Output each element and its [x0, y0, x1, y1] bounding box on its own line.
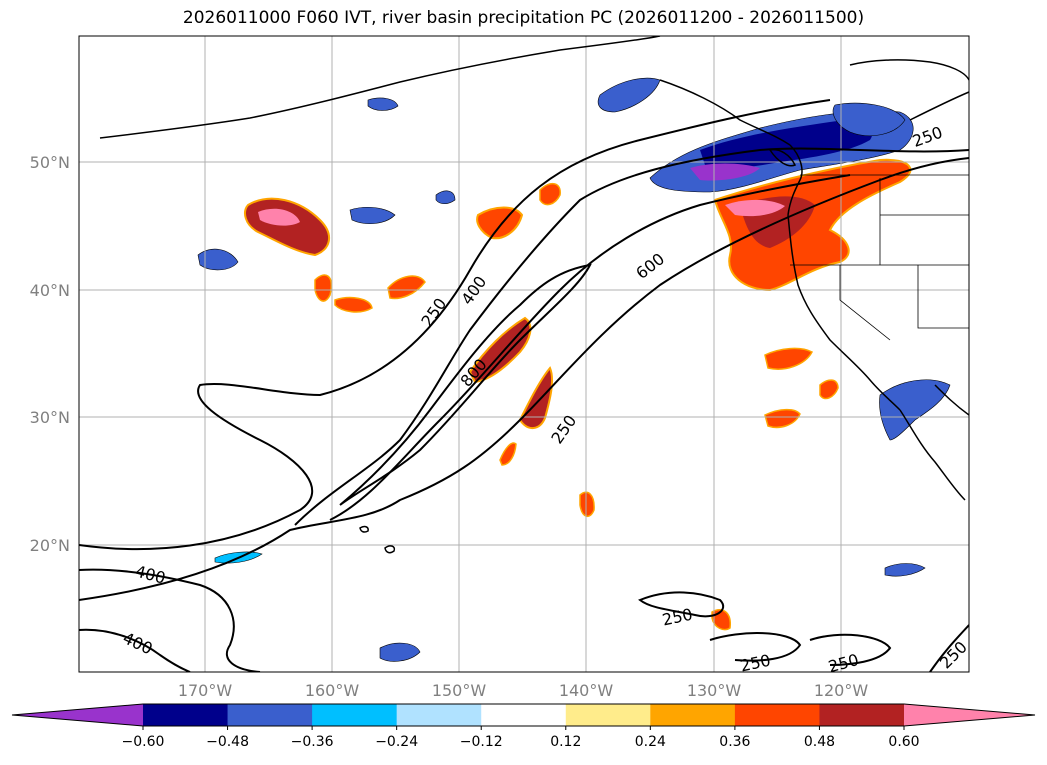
precip-blob-west-pacific-3: [334, 296, 373, 313]
ivt-contour-250-south: [79, 157, 969, 601]
contour-label: 250: [826, 650, 860, 676]
precip-blob-south-blue-1: [379, 642, 421, 662]
colorbar: −0.60 −0.48 −0.36 −0.24 −0.12 0.12 0.24 0.36 0.4…: [11, 703, 1036, 750]
colorbar-segment: [227, 704, 313, 726]
colorbar-segment: [312, 704, 398, 726]
precip-blob-blue-wp4: [435, 190, 456, 205]
lat-label: 20°N: [30, 536, 70, 555]
lon-label: 140°W: [559, 681, 614, 700]
precip-blob-blue-wp1: [197, 248, 239, 271]
precip-blob-mid-pacific-3: [499, 442, 517, 466]
colorbar-segment: [143, 704, 229, 726]
graticule: [79, 36, 969, 672]
ivt-contour-800: [339, 263, 592, 506]
colorbar-extend-min: [12, 704, 143, 726]
precip-blob-california: [713, 158, 912, 292]
precip-blob-west-pacific-4: [387, 275, 426, 300]
lat-label: 30°N: [30, 408, 70, 427]
political-borders: [790, 174, 969, 341]
ivt-contour-400-inner: [294, 147, 969, 526]
precip-blob-pnw-purple: [690, 163, 760, 181]
map-frame: [78, 35, 970, 673]
ivt-contour-400-sw: [79, 628, 191, 672]
lat-label: 50°N: [30, 153, 70, 172]
ivt-contour-250-corner: [929, 624, 969, 672]
precip-blob-south-3: [819, 379, 839, 400]
precip-blob-ne-pacific-2: [539, 183, 561, 206]
precip-blob-south-blue-2: [884, 563, 926, 577]
colorbar-segment: [481, 704, 567, 726]
alaska-coast: [99, 36, 661, 139]
bc-coast: [787, 144, 803, 216]
precip-blob-blue-wp2: [349, 206, 396, 224]
colorbar-tick-label: −0.48: [206, 734, 249, 750]
alaska-panhandle-coast: [659, 79, 791, 146]
lon-label: 130°W: [687, 681, 742, 700]
lon-label: 160°W: [305, 681, 360, 700]
coastlines: [99, 36, 969, 554]
ivt-contour-250-se-2: [709, 632, 802, 662]
ivt-contour-400-west: [79, 568, 261, 672]
ivt-contour-250-se-1: [638, 591, 725, 618]
ivt-contour-250-se-3: [809, 633, 892, 666]
contour-label: 250: [739, 651, 773, 676]
colorbar-segment: [565, 704, 651, 726]
precip-blob-mid-pacific: [468, 316, 532, 384]
lon-label: 150°W: [432, 681, 487, 700]
lon-label: 170°W: [178, 681, 233, 700]
colorbar-tick-label: −0.36: [291, 734, 334, 750]
ivt-contour-250-main: [79, 99, 831, 551]
precip-blob-alaska-east: [832, 102, 906, 137]
precip-blob-bc-coast: [597, 77, 661, 113]
lon-label: 120°W: [814, 681, 869, 700]
canada-coast-north: [849, 59, 969, 81]
map-title: 2026011000 F060 IVT, river basin precipi…: [182, 8, 865, 28]
precip-blob-west-pacific-pink: [258, 208, 300, 226]
colorbar-tick-label: −0.24: [375, 734, 418, 750]
precip-blob-ne-pacific: [476, 206, 524, 240]
precip-blob-south-2: [764, 408, 801, 429]
precip-blob-south-1: [764, 347, 814, 370]
alaska-east-coast: [909, 91, 969, 121]
longitude-labels: 170°W 160°W 150°W 140°W 130°W 120°W: [178, 681, 869, 700]
state-borders: [790, 178, 969, 341]
precip-blob-south-4: [579, 491, 595, 517]
baja-coast: [899, 409, 966, 501]
us-west-coast: [787, 214, 901, 411]
vancouver-island: [768, 148, 797, 167]
colorbar-tick-label: 0.36: [719, 734, 750, 750]
colorbar-ticks: −0.60 −0.48 −0.36 −0.24 −0.12 0.12 0.24 0.36 0.4…: [122, 726, 920, 750]
hawaii-island-1: [384, 545, 396, 554]
colorbar-extend-max: [904, 704, 1035, 726]
lat-label: 40°N: [30, 281, 70, 300]
hawaii-island-2: [359, 525, 369, 533]
precip-blob-pnw-navy: [700, 120, 873, 168]
colorbar-tick-label: 0.60: [888, 734, 919, 750]
colorbar-tick-label: 0.24: [635, 734, 666, 750]
colorbar-segment: [819, 704, 905, 726]
precip-blob-california-pink: [725, 199, 785, 217]
ivt-contours: [79, 99, 969, 672]
colorbar-tick-label: 0.48: [804, 734, 835, 750]
colorbar-tick-label: 0.12: [550, 734, 581, 750]
precip-blob-west-pacific-2: [314, 274, 332, 302]
latitude-labels: 50°N 40°N 30°N 20°N: [30, 153, 70, 555]
colorbar-segment: [734, 704, 820, 726]
precipitation-anomaly-shading: [197, 77, 951, 662]
colorbar-tick-label: −0.12: [460, 734, 503, 750]
precip-blob-baja: [879, 379, 951, 441]
precip-blob-blue-wp3: [367, 97, 399, 111]
ivt-contour-600: [329, 174, 851, 521]
colorbar-tick-label: −0.60: [122, 734, 165, 750]
colorbar-segment: [396, 704, 482, 726]
colorbar-segment: [650, 704, 736, 726]
colorbar-segments: [11, 703, 1036, 727]
gulf-coast: [934, 384, 969, 416]
